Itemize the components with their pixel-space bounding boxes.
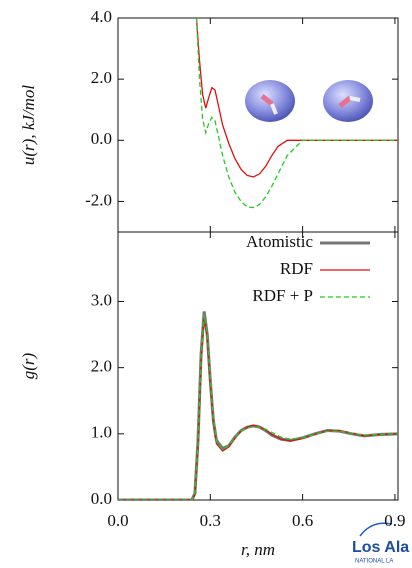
series-group [118,311,398,500]
legend-label: RDF [280,259,313,278]
y-axis-label: u(r), kJ/mol [19,85,38,166]
y-axis-label: g(r) [19,352,38,379]
molecule-icons [245,80,373,122]
x-tick-label: 0.0 [107,511,128,530]
legend-label: RDF + P [252,286,313,305]
y-tick-label: 2.0 [91,357,112,376]
logo-subtext: NATIONAL LA [355,559,393,565]
x-axis-label: r, nm [241,540,275,559]
x-tick-label: 0.9 [384,511,405,530]
plot-frame [117,17,399,233]
series-line [118,317,398,500]
x-tick-label: 0.3 [200,511,221,530]
y-tick-label: -2.0 [85,190,112,209]
plot-frame [117,231,399,501]
y-tick-label: 4.0 [91,7,112,26]
y-tick-label: 0.0 [91,129,112,148]
x-tick-label: 0.6 [292,511,313,530]
series-line [118,311,398,500]
y-tick-label: 2.0 [91,68,112,87]
y-tick-label: 1.0 [91,423,112,442]
y-tick-label: 3.0 [91,290,112,309]
series-group [195,18,398,209]
logo-text: Los Ala [352,539,409,556]
logo: Los Ala NATIONAL LA [352,522,409,565]
y-tick-label: 0.0 [91,489,112,508]
series-line [195,18,398,209]
legend-label: Atomistic [246,232,314,251]
series-line [118,314,398,500]
series-line [195,18,398,178]
